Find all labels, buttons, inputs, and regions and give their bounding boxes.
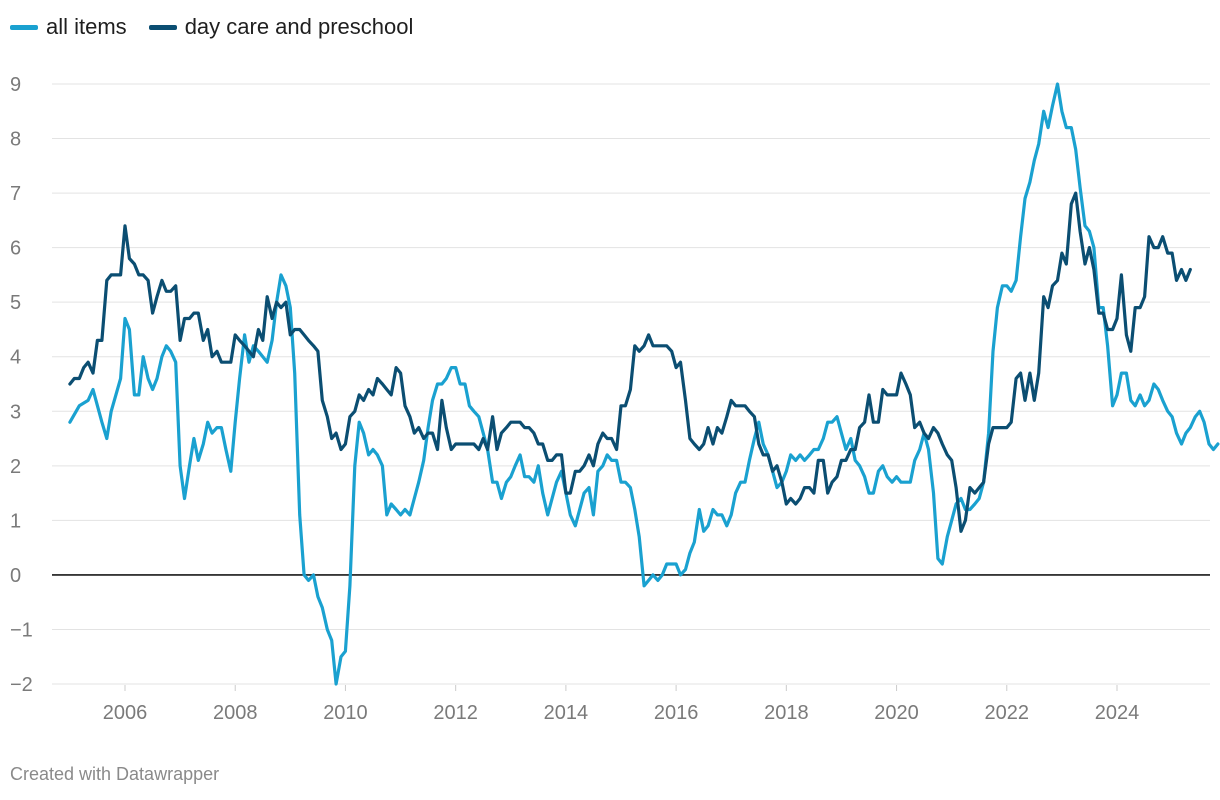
legend-label-all-items: all items (46, 14, 127, 39)
legend-swatch-all-items (10, 24, 38, 30)
y-tick-label: 2 (10, 456, 21, 478)
y-tick-label: 6 (10, 238, 21, 260)
x-tick-label: 2016 (654, 702, 699, 724)
y-tick-label: −2 (10, 674, 33, 696)
legend-swatch-day-care (148, 24, 177, 30)
x-tick-label: 2024 (1095, 702, 1140, 724)
y-tick-label: 8 (10, 129, 21, 151)
x-tick-label: 2012 (433, 702, 478, 724)
x-tick-label: 2020 (874, 702, 919, 724)
y-tick-label: 0 (10, 565, 21, 587)
legend-item-day-care[interactable]: day care and preschool (148, 14, 414, 40)
y-tick-label: 4 (10, 347, 21, 369)
y-tick-label: 3 (10, 401, 21, 423)
legend-label-day-care: day care and preschool (184, 14, 414, 39)
x-tick-label: 2008 (213, 702, 258, 724)
y-tick-label: 5 (10, 292, 21, 314)
series-line-all-items (68, 82, 1220, 686)
x-axis-ticks: 2006 2008 2010 2012 2014 2016 2018 2020 2022 2024 (103, 685, 1140, 724)
x-tick-label: 2014 (544, 702, 589, 724)
gridlines (52, 83, 1210, 685)
y-tick-label: 7 (10, 183, 21, 205)
legend: all items day care and preschool (10, 14, 413, 40)
y-tick-label: −1 (10, 619, 33, 641)
y-axis-ticks: −2 −1 0 1 2 3 4 5 6 7 8 9 (10, 74, 33, 696)
series-lines (68, 82, 1220, 686)
legend-item-all-items[interactable]: all items (10, 14, 127, 40)
y-tick-label: 9 (10, 74, 21, 96)
x-tick-label: 2022 (985, 702, 1030, 724)
x-tick-label: 2018 (764, 702, 809, 724)
x-tick-label: 2010 (323, 702, 368, 724)
series-line-day-care-and-preschool (68, 191, 1192, 533)
credit-text: Created with Datawrapper (10, 764, 220, 784)
y-tick-label: 1 (10, 510, 21, 532)
x-tick-label: 2006 (103, 702, 148, 724)
